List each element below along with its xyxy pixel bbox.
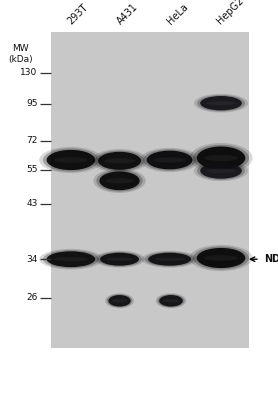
Ellipse shape <box>47 150 95 170</box>
Ellipse shape <box>200 163 242 179</box>
Ellipse shape <box>98 152 141 170</box>
Ellipse shape <box>108 295 131 306</box>
Ellipse shape <box>39 147 103 173</box>
Ellipse shape <box>197 162 245 180</box>
Ellipse shape <box>54 257 88 262</box>
Text: 34: 34 <box>26 255 38 264</box>
Text: 130: 130 <box>20 68 38 77</box>
Ellipse shape <box>207 169 236 173</box>
Ellipse shape <box>189 245 253 271</box>
Ellipse shape <box>107 294 132 308</box>
Ellipse shape <box>43 148 99 172</box>
Ellipse shape <box>143 149 196 171</box>
Ellipse shape <box>142 251 198 268</box>
Ellipse shape <box>106 258 133 261</box>
Ellipse shape <box>156 293 186 308</box>
FancyBboxPatch shape <box>51 32 249 348</box>
Ellipse shape <box>100 172 140 190</box>
Ellipse shape <box>47 251 95 267</box>
Text: 55: 55 <box>26 165 38 174</box>
Ellipse shape <box>54 157 88 163</box>
Text: 26: 26 <box>26 294 38 302</box>
Ellipse shape <box>153 157 186 163</box>
Ellipse shape <box>197 248 245 268</box>
Ellipse shape <box>193 145 249 171</box>
Ellipse shape <box>189 143 253 173</box>
Ellipse shape <box>197 146 245 170</box>
Ellipse shape <box>159 295 183 306</box>
Ellipse shape <box>197 95 245 112</box>
Text: NDUFA9: NDUFA9 <box>264 254 278 264</box>
Ellipse shape <box>105 293 134 308</box>
Ellipse shape <box>100 253 139 266</box>
Ellipse shape <box>147 151 192 169</box>
Ellipse shape <box>155 258 185 261</box>
Text: 293T: 293T <box>65 2 90 26</box>
Ellipse shape <box>94 251 145 268</box>
Ellipse shape <box>105 178 134 183</box>
Ellipse shape <box>194 94 248 112</box>
Ellipse shape <box>163 299 179 302</box>
Ellipse shape <box>145 252 194 267</box>
Text: HeLa: HeLa <box>165 1 190 26</box>
Ellipse shape <box>204 255 238 261</box>
Ellipse shape <box>200 96 242 110</box>
Ellipse shape <box>204 155 238 161</box>
Ellipse shape <box>105 158 135 163</box>
Ellipse shape <box>95 150 144 171</box>
Text: (kDa): (kDa) <box>9 55 33 64</box>
Ellipse shape <box>97 252 142 267</box>
Ellipse shape <box>193 246 249 270</box>
Ellipse shape <box>91 149 148 172</box>
Ellipse shape <box>96 170 143 192</box>
Ellipse shape <box>194 160 248 181</box>
Text: 72: 72 <box>26 136 38 145</box>
Ellipse shape <box>39 249 103 270</box>
Ellipse shape <box>43 250 99 268</box>
Text: 43: 43 <box>26 200 38 208</box>
Ellipse shape <box>148 253 191 266</box>
Text: A431: A431 <box>115 1 140 26</box>
Ellipse shape <box>207 101 236 105</box>
Text: MW: MW <box>13 44 29 53</box>
Ellipse shape <box>140 148 199 172</box>
Ellipse shape <box>157 294 185 308</box>
Ellipse shape <box>112 299 127 302</box>
Text: HepG2: HepG2 <box>215 0 246 26</box>
Ellipse shape <box>93 169 146 193</box>
Text: 95: 95 <box>26 100 38 108</box>
